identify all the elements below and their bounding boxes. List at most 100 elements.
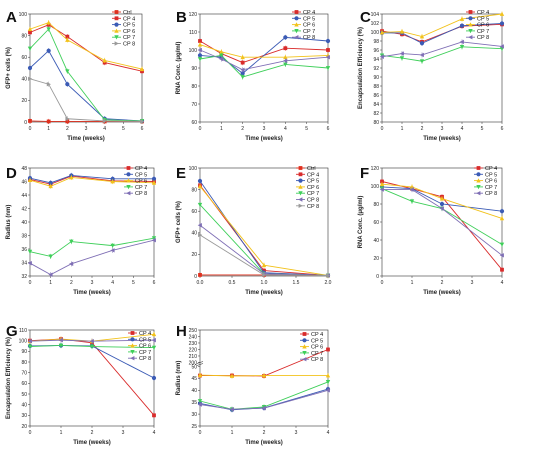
legend-label: CP 7 (485, 185, 497, 191)
y-axis-label: GFP+ cells (%) (6, 47, 12, 89)
x-axis-label: Time (weeks) (73, 440, 111, 446)
legend-marker (130, 350, 135, 355)
series-line (199, 381, 329, 410)
legend: CP 4CP 5CP 6CP 7CP 8 (300, 332, 323, 363)
y-tick-label: 90 (191, 66, 197, 72)
y-tick-label: 40 (21, 220, 27, 226)
legend-label: CP 4 (485, 166, 497, 172)
y-tick-label: 36 (21, 247, 27, 253)
series-cp6 (27, 174, 157, 189)
y-tick-label: 102 (371, 21, 380, 27)
y-tick-label: 82 (373, 111, 379, 117)
legend-label: CP 8 (311, 357, 323, 363)
legend-marker (468, 29, 473, 34)
data-point (261, 262, 267, 268)
y-tick-label: 40 (373, 238, 379, 244)
legend-label: CP 7 (139, 350, 151, 356)
x-tick-label: 0.5 (229, 280, 236, 286)
data-point (261, 373, 267, 378)
y-tick-label: 90 (21, 349, 27, 355)
series-cp8 (379, 39, 504, 60)
axis-break-mark (196, 363, 204, 366)
legend-marker (130, 343, 135, 348)
data-point (140, 119, 145, 124)
legend-label: CP 6 (307, 185, 319, 191)
legend-label: CP 6 (485, 179, 497, 185)
legend-marker (298, 178, 303, 183)
data-point (459, 16, 465, 21)
x-tick-label: 1 (220, 126, 223, 132)
legend-label: CP 5 (135, 172, 147, 178)
data-point (325, 373, 331, 378)
series-cp4 (198, 38, 330, 66)
data-point (110, 176, 115, 181)
legend-label: CP 5 (477, 16, 489, 22)
data-point (28, 76, 33, 81)
data-point (283, 58, 288, 63)
data-point (499, 253, 504, 258)
data-point (419, 41, 425, 46)
data-point (151, 180, 157, 185)
data-point (110, 248, 115, 253)
data-point (65, 69, 70, 74)
legend-label: CP 6 (135, 179, 147, 185)
y-tick-label: 250 (189, 328, 198, 334)
y-tick-label: 0 (24, 120, 27, 126)
legend-marker (294, 16, 299, 21)
x-tick-label: 0 (29, 280, 32, 286)
legend-marker (114, 22, 119, 27)
series-cp8 (198, 232, 331, 279)
data-point (283, 54, 288, 60)
x-tick-label: 0 (199, 430, 202, 436)
x-tick-label: 1 (411, 280, 414, 286)
data-point (283, 46, 288, 51)
data-point (439, 196, 445, 201)
y-axis-label: RNA Conc. (μg/ml) (176, 42, 182, 95)
y-tick-label: 94 (373, 57, 379, 63)
y-tick-label: 90 (373, 75, 379, 81)
x-tick-label: 6 (141, 126, 144, 132)
data-point (262, 272, 267, 278)
legend-marker (476, 178, 481, 183)
y-tick-label: 40 (21, 402, 27, 408)
series-cp6 (379, 11, 505, 40)
panel-c: C 0 1 2 3 4 5 6 80 82 84 86 88 90 92 94 96 98 100 102 104 Tim… (358, 9, 505, 142)
data-point (89, 344, 95, 349)
y-axis-label: Radius (nm) (6, 205, 12, 240)
legend-label: CP 6 (311, 345, 323, 351)
legend-label: CP 5 (303, 16, 315, 22)
x-tick-label: 1.0 (261, 280, 268, 286)
legend-label: CP 7 (311, 351, 323, 357)
data-point (459, 44, 465, 50)
series-line (199, 224, 329, 276)
y-tick-label: 30 (191, 412, 197, 418)
y-tick-label: 44 (21, 193, 27, 199)
legend-label: CP 4 (307, 172, 319, 178)
y-tick-label: 86 (373, 93, 379, 99)
data-point (65, 34, 70, 39)
data-point (409, 187, 414, 192)
series-cp7 (379, 44, 505, 64)
data-point (27, 249, 33, 254)
data-point (46, 48, 51, 53)
legend-marker (468, 35, 473, 40)
data-point (151, 375, 157, 381)
data-point (27, 26, 33, 32)
x-tick-label: 1 (231, 430, 234, 436)
legend-label: CP 8 (477, 35, 489, 41)
data-point (325, 66, 331, 71)
data-point (58, 343, 64, 348)
y-tick-label: 25 (191, 424, 197, 430)
data-point (500, 267, 504, 272)
x-axis-label: Time (weeks) (245, 440, 283, 446)
x-tick-label: 4 (111, 280, 114, 286)
panel-e: E 0.0 0.5 1.0 1.5 2.0 0 20 40 60 80 100 Time (weeks)… (176, 165, 332, 296)
data-point (46, 119, 51, 124)
series-line (29, 345, 155, 379)
data-point (197, 372, 203, 377)
data-point (110, 243, 115, 248)
y-tick-label: 45 (191, 376, 197, 382)
y-tick-label: 100 (371, 30, 380, 36)
legend-label: CP 7 (307, 191, 319, 197)
data-point (102, 118, 107, 124)
